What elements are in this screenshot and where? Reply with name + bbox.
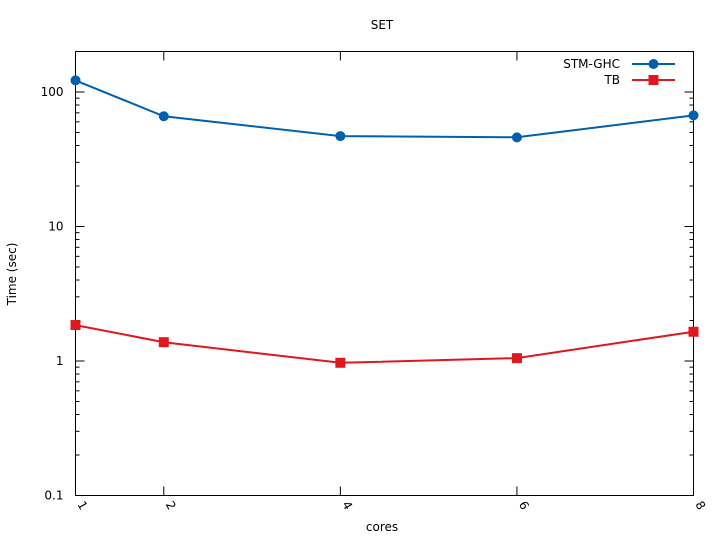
legend: STM-GHC TB xyxy=(563,57,675,87)
y-axis-label: Time (sec) xyxy=(5,243,19,307)
y-tick-label: 1 xyxy=(56,354,64,368)
x-tick-label: 4 xyxy=(339,499,355,513)
x-axis: 1 2 4 6 8 xyxy=(74,51,708,513)
data-point xyxy=(158,337,169,348)
y-axis: 0.1 1 10 100 xyxy=(41,51,694,503)
legend-label: STM-GHC xyxy=(563,57,620,71)
legend-marker xyxy=(648,75,659,85)
data-point xyxy=(335,131,346,142)
y-tick-label: 0.1 xyxy=(44,489,63,503)
x-tick-label: 8 xyxy=(692,499,708,513)
chart-title: SET xyxy=(371,18,394,32)
x-tick-label: 2 xyxy=(163,499,179,513)
legend-label: TB xyxy=(603,73,620,87)
y-tick-label: 10 xyxy=(48,219,63,233)
data-point xyxy=(511,132,522,143)
plot-frame xyxy=(75,51,694,496)
data-point xyxy=(70,320,81,331)
x-axis-label: cores xyxy=(366,520,398,534)
y-tick-label: 100 xyxy=(41,85,64,99)
x-tick-label: 6 xyxy=(516,499,532,513)
data-point xyxy=(158,111,169,122)
data-point xyxy=(70,75,81,86)
plot-area xyxy=(70,75,699,368)
data-point xyxy=(511,353,522,364)
legend-marker xyxy=(648,59,659,69)
data-point xyxy=(688,110,699,121)
series-line xyxy=(75,79,694,139)
data-point xyxy=(688,326,699,337)
x-tick-label: 1 xyxy=(74,499,90,513)
data-point xyxy=(335,357,346,368)
